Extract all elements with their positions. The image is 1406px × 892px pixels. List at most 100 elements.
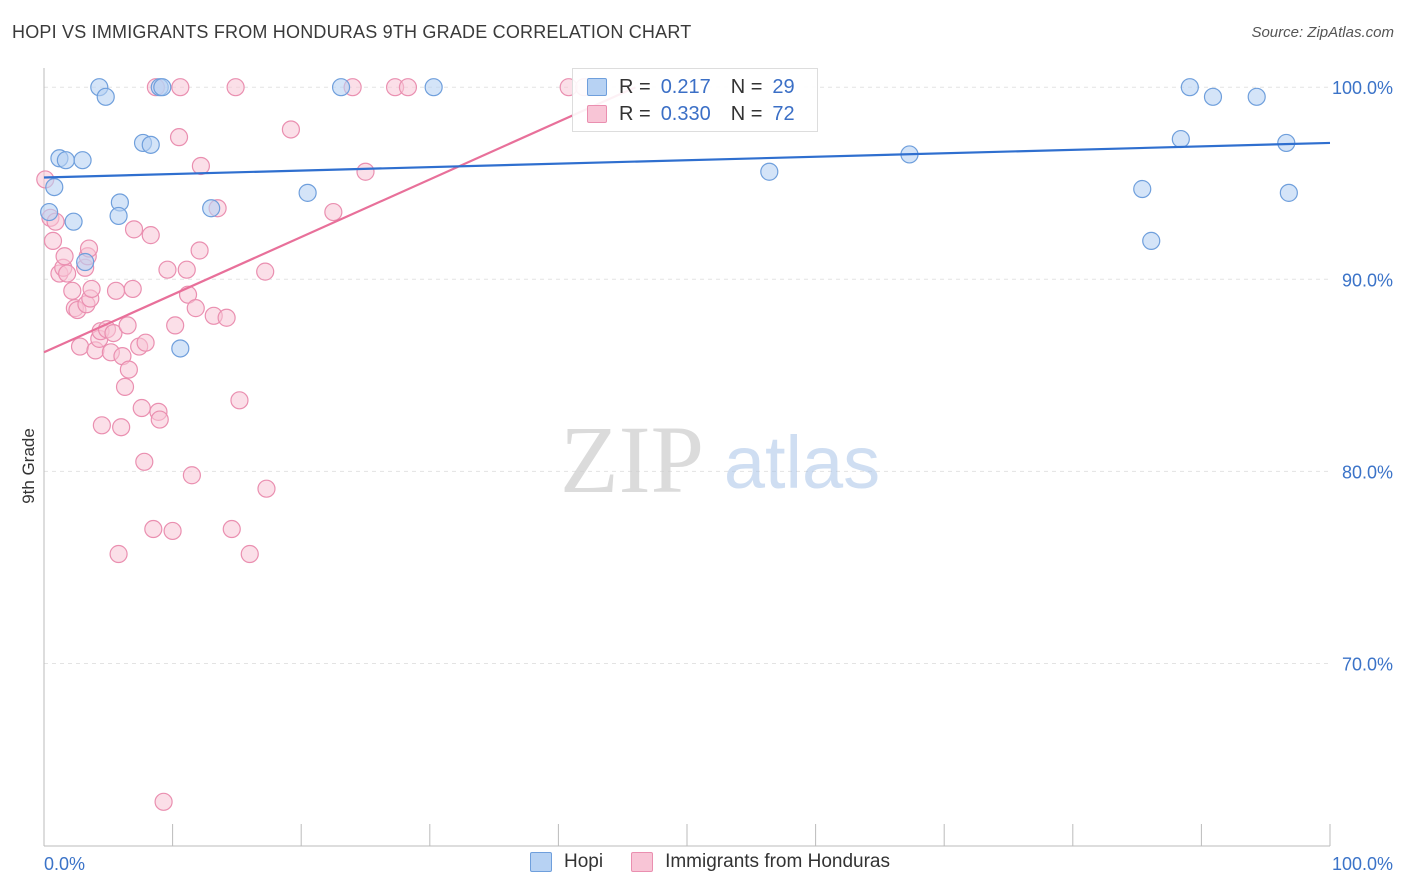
honduras-point bbox=[141, 226, 160, 245]
source-label: Source: ZipAtlas.com bbox=[1251, 24, 1394, 41]
honduras-point bbox=[58, 264, 77, 283]
hopi-point bbox=[141, 135, 160, 154]
r-value: 0.217 bbox=[660, 75, 711, 98]
honduras-point bbox=[154, 792, 173, 811]
hopi-point bbox=[96, 87, 115, 106]
series-hopi bbox=[40, 78, 1298, 358]
r-label: R = bbox=[619, 102, 651, 125]
hopi-point bbox=[331, 78, 351, 97]
honduras-point bbox=[240, 544, 259, 564]
hopi-point bbox=[1171, 129, 1190, 149]
honduras-point bbox=[171, 78, 190, 97]
hopi-point bbox=[202, 199, 221, 218]
honduras-point bbox=[63, 281, 82, 300]
honduras-point bbox=[119, 360, 138, 379]
hopi-point bbox=[1203, 87, 1223, 106]
honduras-point bbox=[124, 220, 144, 239]
hopi-point bbox=[760, 162, 779, 181]
honduras-point bbox=[106, 281, 126, 300]
n-value: 72 bbox=[772, 102, 795, 125]
axis-ticks bbox=[43, 824, 1331, 846]
honduras-point bbox=[230, 391, 249, 410]
honduras-point bbox=[136, 333, 155, 352]
honduras-point bbox=[281, 120, 301, 139]
y-tick-label: 70.0% bbox=[1342, 655, 1393, 675]
n-value: 29 bbox=[772, 75, 795, 98]
hopi-point bbox=[1180, 78, 1199, 97]
chart-title: HOPI VS IMMIGRANTS FROM HONDURAS 9TH GRA… bbox=[12, 22, 692, 42]
hopi-point bbox=[109, 206, 128, 226]
honduras-point bbox=[109, 544, 128, 564]
y-tick-label: 100.0% bbox=[1332, 78, 1393, 98]
hopi-trend-line bbox=[43, 141, 1331, 179]
series-legend: Hopi Immigrants from Honduras bbox=[530, 851, 918, 873]
honduras-point bbox=[112, 418, 131, 437]
honduras-point bbox=[144, 519, 163, 539]
hopi-legend-label: Hopi bbox=[564, 851, 604, 872]
n-label: N = bbox=[730, 75, 763, 98]
honduras-point bbox=[257, 479, 276, 498]
y-tick-label: 90.0% bbox=[1342, 270, 1393, 290]
hopi-point bbox=[45, 178, 64, 197]
hopi-point bbox=[1247, 87, 1266, 106]
honduras-point bbox=[217, 308, 236, 327]
honduras-point bbox=[43, 231, 63, 250]
honduras-point bbox=[163, 521, 182, 541]
stats-row-honduras: R = 0.330 N = 72 bbox=[587, 102, 795, 126]
honduras-legend-label: Immigrants from Honduras bbox=[665, 851, 890, 872]
trend-lines bbox=[43, 86, 1331, 354]
honduras-point bbox=[150, 410, 169, 429]
legend-item-hopi[interactable]: Hopi bbox=[530, 851, 603, 873]
honduras-point bbox=[226, 78, 245, 97]
hopi-point bbox=[153, 78, 172, 97]
hopi-point bbox=[1279, 183, 1298, 202]
honduras-point bbox=[186, 299, 205, 318]
r-label: R = bbox=[619, 75, 651, 98]
honduras-swatch bbox=[587, 105, 607, 123]
honduras-point bbox=[82, 279, 101, 299]
honduras-point bbox=[191, 156, 210, 176]
watermark-zip: ZIP bbox=[560, 406, 704, 513]
n-label: N = bbox=[730, 102, 763, 125]
y-tick-label: 80.0% bbox=[1342, 462, 1393, 482]
hopi-point bbox=[424, 78, 443, 97]
honduras-point bbox=[190, 241, 209, 260]
tick-labels: 100.0% 90.0% 80.0% 70.0% 0.0% 100.0% bbox=[44, 78, 1393, 874]
hopi-point bbox=[64, 212, 83, 231]
honduras-point bbox=[256, 262, 275, 281]
honduras-point bbox=[104, 323, 123, 343]
r-value: 0.330 bbox=[660, 102, 711, 125]
hopi-point bbox=[1142, 231, 1161, 250]
hopi-point bbox=[40, 202, 59, 222]
honduras-point bbox=[356, 162, 375, 181]
hopi-point bbox=[73, 151, 92, 170]
legend-item-honduras[interactable]: Immigrants from Honduras bbox=[631, 851, 890, 873]
honduras-point bbox=[115, 377, 135, 396]
watermark-atlas: atlas bbox=[724, 421, 880, 504]
honduras-point bbox=[132, 398, 151, 418]
hopi-point bbox=[56, 151, 75, 170]
grid-lines bbox=[44, 86, 1330, 665]
hopi-swatch bbox=[587, 78, 607, 96]
honduras-point bbox=[55, 247, 74, 266]
honduras-point bbox=[70, 337, 90, 356]
hopi-legend-swatch bbox=[530, 852, 552, 872]
x-tick-label: 0.0% bbox=[44, 854, 85, 874]
honduras-point bbox=[135, 452, 154, 471]
watermark: ZIP atlas bbox=[560, 406, 880, 513]
honduras-trend-line bbox=[43, 86, 637, 354]
honduras-point bbox=[118, 316, 137, 335]
honduras-point bbox=[166, 316, 185, 335]
honduras-point bbox=[222, 519, 241, 539]
hopi-point bbox=[76, 252, 95, 272]
honduras-point bbox=[177, 260, 196, 279]
honduras-point bbox=[158, 260, 177, 279]
honduras-point bbox=[398, 78, 418, 97]
y-axis-label: 9th Grade bbox=[19, 428, 38, 504]
hopi-point bbox=[171, 339, 190, 358]
x-tick-label: 100.0% bbox=[1332, 854, 1393, 874]
hopi-point bbox=[298, 183, 317, 202]
stats-row-hopi: R = 0.217 N = 29 bbox=[587, 75, 795, 99]
honduras-legend-swatch bbox=[631, 852, 654, 872]
